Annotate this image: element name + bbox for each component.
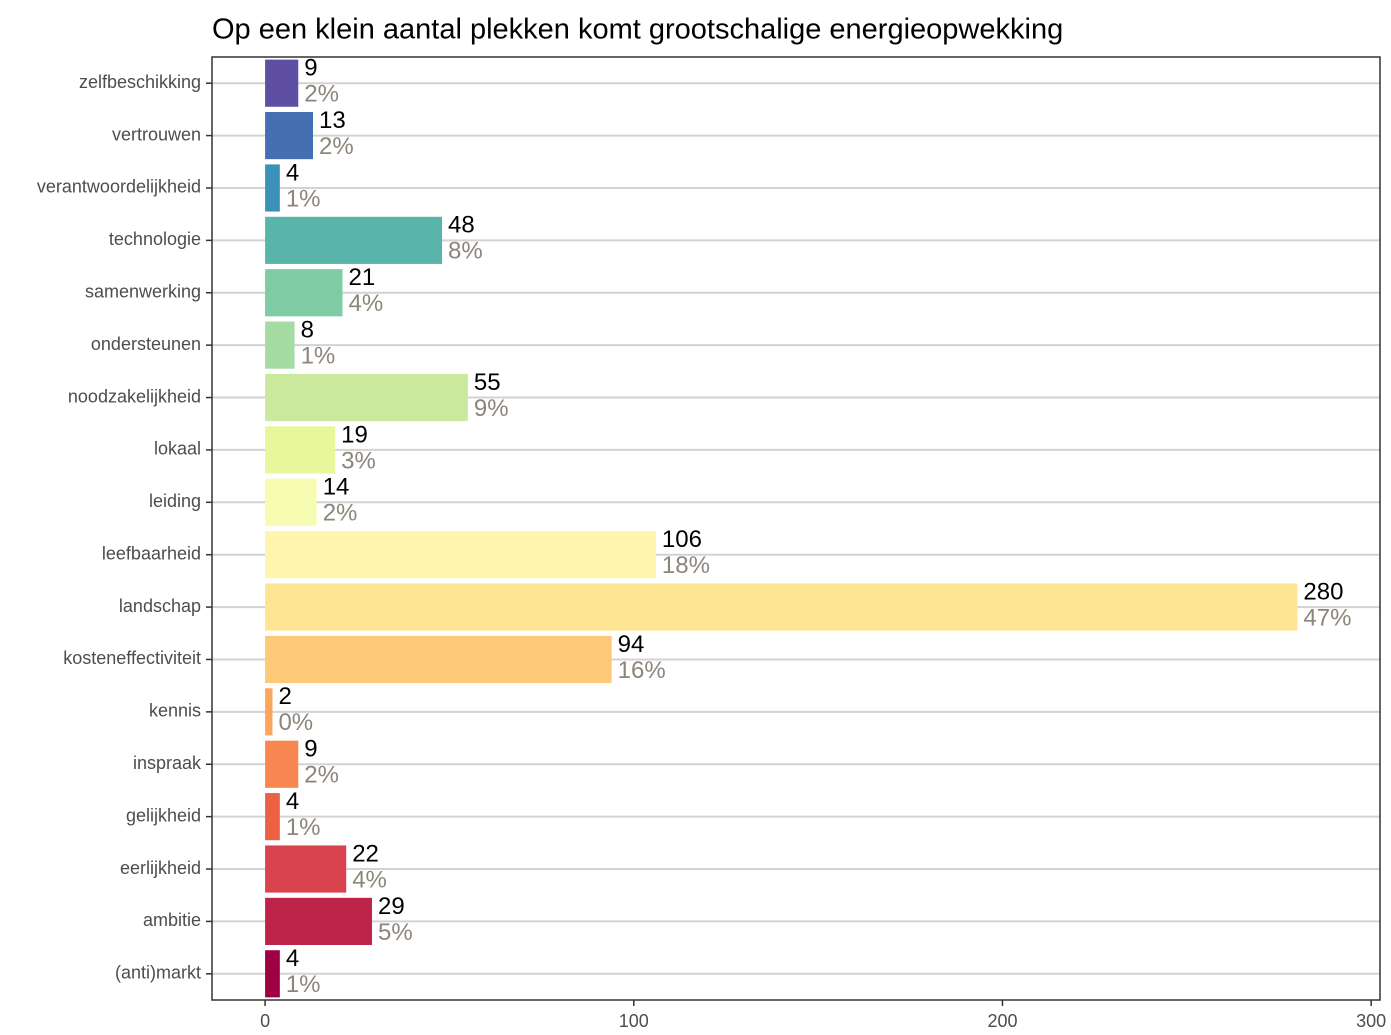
y-tick-label: landschap (119, 596, 201, 616)
bar (265, 373, 468, 422)
percent-label: 1% (286, 971, 321, 998)
percent-label: 9% (474, 395, 509, 422)
bar (265, 583, 1298, 631)
y-tick-label: eerlijkheid (120, 858, 201, 878)
bar (265, 740, 299, 788)
bar (265, 897, 373, 945)
percent-label: 1% (301, 342, 336, 369)
bar (265, 216, 443, 264)
percent-label: 5% (378, 919, 413, 946)
y-tick-label: ondersteunen (91, 334, 201, 354)
percent-label: 3% (341, 447, 376, 474)
bar (265, 531, 656, 579)
value-label: 19 (341, 421, 368, 448)
percent-label: 1% (286, 814, 321, 841)
value-label: 4 (286, 788, 299, 815)
value-label: 29 (378, 893, 405, 920)
bar (265, 112, 314, 160)
x-tick-label: 100 (619, 1011, 649, 1030)
y-tick-label: zelfbeschikking (79, 72, 201, 92)
bar (265, 59, 299, 107)
percent-label: 4% (352, 866, 387, 893)
x-tick-label: 0 (260, 1011, 270, 1030)
value-label: 14 (323, 474, 350, 501)
bar (265, 478, 317, 526)
y-tick-label: ambitie (143, 910, 201, 930)
percent-label: 2% (304, 81, 339, 108)
value-label: 4 (286, 159, 299, 186)
bar (265, 426, 336, 474)
percent-label: 2% (304, 762, 339, 789)
percent-label: 8% (448, 238, 483, 265)
value-label: 55 (474, 369, 501, 396)
bar (265, 635, 612, 684)
value-label: 106 (662, 526, 702, 553)
x-tick-label: 200 (987, 1011, 1017, 1030)
y-tick-label: gelijkheid (126, 805, 201, 825)
value-label: 9 (304, 736, 317, 763)
percent-label: 2% (319, 133, 354, 160)
bar (265, 688, 273, 736)
y-tick-label: leiding (149, 491, 201, 511)
y-tick-label: kosteneffectiviteit (63, 648, 201, 668)
y-tick-label: lokaal (154, 439, 201, 459)
value-label: 280 (1303, 578, 1343, 605)
y-tick-label: (anti)markt (115, 963, 201, 983)
y-tick-label: vertrouwen (112, 124, 201, 144)
chart-title: Op een klein aantal plekken komt grootsc… (212, 14, 1063, 46)
percent-label: 47% (1303, 604, 1351, 631)
percent-label: 1% (286, 185, 321, 212)
y-tick-label: verantwoordelijkheid (37, 177, 201, 197)
y-tick-label: technologie (109, 229, 201, 249)
percent-label: 18% (662, 552, 710, 579)
percent-label: 2% (323, 500, 358, 527)
y-tick-label: noodzakelijkheid (68, 386, 201, 406)
x-tick-label: 300 (1356, 1011, 1386, 1030)
bar (265, 845, 347, 893)
y-tick-label: inspraak (133, 753, 202, 773)
y-tick-label: leefbaarheid (102, 543, 201, 563)
bar (265, 164, 280, 212)
value-label: 4 (286, 945, 299, 972)
value-label: 94 (618, 631, 645, 658)
value-label: 9 (304, 55, 317, 82)
bar (265, 269, 343, 317)
value-label: 8 (301, 316, 314, 343)
percent-label: 16% (618, 657, 666, 684)
value-label: 2 (278, 683, 291, 710)
bar (265, 950, 280, 998)
value-label: 48 (448, 212, 475, 239)
bar (265, 793, 280, 841)
percent-label: 0% (278, 709, 313, 736)
y-tick-label: kennis (149, 701, 201, 721)
value-label: 22 (352, 840, 379, 867)
percent-label: 4% (349, 290, 384, 317)
plot-border (211, 56, 1381, 1001)
value-label: 13 (319, 107, 346, 134)
value-label: 21 (349, 264, 376, 291)
y-tick-label: samenwerking (85, 282, 201, 302)
bar (265, 321, 295, 369)
